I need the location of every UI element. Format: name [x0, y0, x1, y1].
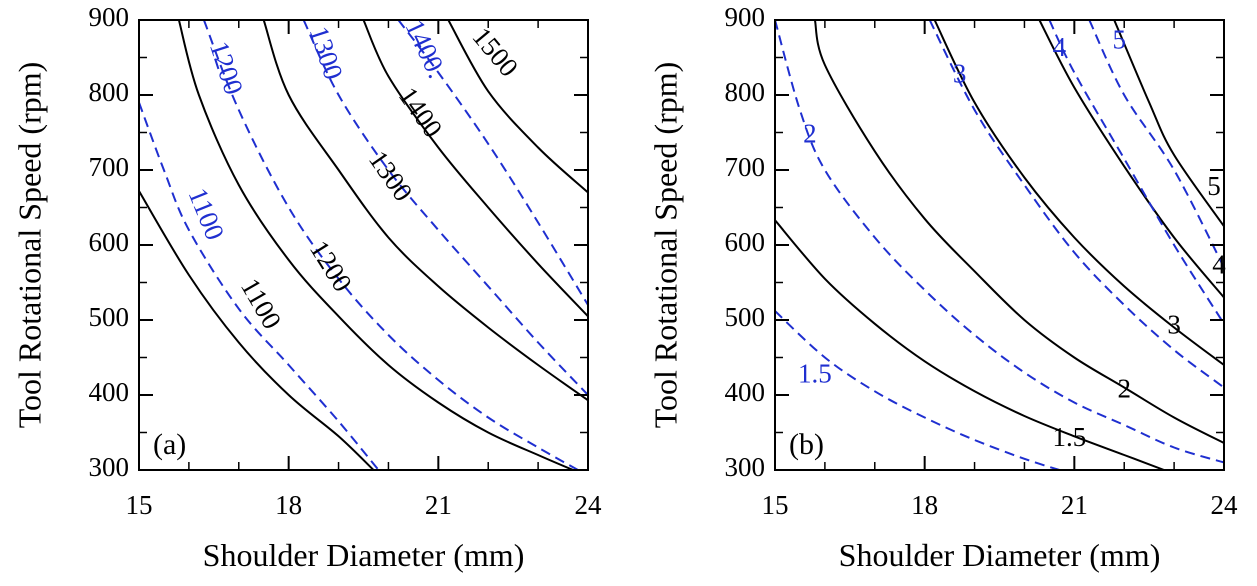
contour-label: 2: [803, 118, 817, 148]
x-tick-label: 15: [762, 490, 789, 520]
contour-label: 1200: [204, 38, 249, 99]
panel-label: (b): [789, 428, 824, 461]
y-tick-label: 300: [725, 452, 766, 482]
contour-label: 1400.: [399, 15, 452, 83]
x-tick-label: 24: [575, 490, 603, 520]
dashed-contour-1100: [139, 102, 380, 470]
contour-label: 1400: [393, 81, 449, 142]
contour-label: 1300: [304, 23, 349, 84]
solid-contour-5: [1113, 20, 1224, 227]
x-tick-label: 18: [275, 490, 302, 520]
panel-label: (a): [153, 428, 186, 461]
contour-label: 1.5: [798, 358, 832, 388]
x-tick-label: 15: [126, 490, 153, 520]
contour-label: 5: [1112, 25, 1126, 55]
y-axis-title: Tool Rotational Speed (rpm): [11, 62, 47, 429]
y-tick-label: 300: [89, 452, 130, 482]
contour-label: 3: [1167, 310, 1181, 340]
x-tick-label: 21: [425, 490, 452, 520]
x-tick-label: 21: [1061, 490, 1088, 520]
plot-frame: [774, 19, 1225, 471]
y-tick-label: 700: [89, 152, 130, 182]
dashed-contour-3: [928, 20, 1224, 389]
y-tick-label: 900: [89, 2, 130, 32]
y-tick-label: 700: [725, 152, 766, 182]
contour-label: 1100: [235, 273, 287, 334]
contour-label: 3: [953, 58, 967, 88]
x-axis-title: Shoulder Diameter (mm): [203, 537, 525, 573]
contour-label: 1.5: [1052, 422, 1086, 452]
contour-label: 1100: [183, 184, 231, 244]
contour-label: 1500: [467, 22, 525, 83]
solid-contour-1100: [139, 190, 375, 470]
solid-contour-2: [813, 20, 1224, 444]
solid-contour-1400: [362, 20, 588, 317]
y-tick-label: 500: [89, 302, 130, 332]
dashed-contour-5: [1088, 20, 1224, 268]
y-tick-label: 800: [725, 77, 766, 107]
solid-contour-4: [1038, 20, 1224, 299]
solid-contour-1300: [262, 20, 588, 402]
solid-contour-1200: [177, 20, 574, 470]
y-tick-label: 500: [725, 302, 766, 332]
x-tick-label: 24: [1211, 490, 1239, 520]
dashed-contour-1300: [302, 20, 588, 396]
chart-panel-b: 1.5 2 3 4 5 1.5 2 3 4 5 15 18 21 24 300 400 500 600 700 800…: [647, 2, 1238, 573]
contour-label: 5: [1207, 171, 1221, 201]
series-group: [775, 20, 1224, 470]
contour-label: 4: [1212, 250, 1226, 280]
solid-contour-3: [933, 20, 1224, 366]
dashed-contour-1-5: [775, 310, 1060, 470]
y-tick-label: 900: [725, 2, 766, 32]
solid-contour-1500: [447, 20, 588, 194]
y-tick-label: 600: [725, 227, 766, 257]
y-tick-label: 800: [89, 77, 130, 107]
dashed-contour-1200: [202, 20, 579, 470]
y-tick-label: 600: [89, 227, 130, 257]
x-tick-label: 18: [911, 490, 938, 520]
y-tick-label: 400: [89, 377, 130, 407]
solid-contour-1-5: [775, 219, 1165, 470]
y-axis-title: Tool Rotational Speed (rpm): [647, 62, 683, 429]
contour-label: 4: [1053, 32, 1067, 62]
dashed-contour-2: [775, 20, 1224, 464]
dashed-contour-1400: [397, 20, 588, 306]
contour-label: 2: [1117, 373, 1131, 403]
y-tick-label: 400: [725, 377, 766, 407]
contour-label: 1300: [363, 145, 419, 206]
series-group: [139, 20, 588, 470]
dashed-contour-4: [1048, 20, 1224, 325]
x-axis-title: Shoulder Diameter (mm): [839, 537, 1161, 573]
